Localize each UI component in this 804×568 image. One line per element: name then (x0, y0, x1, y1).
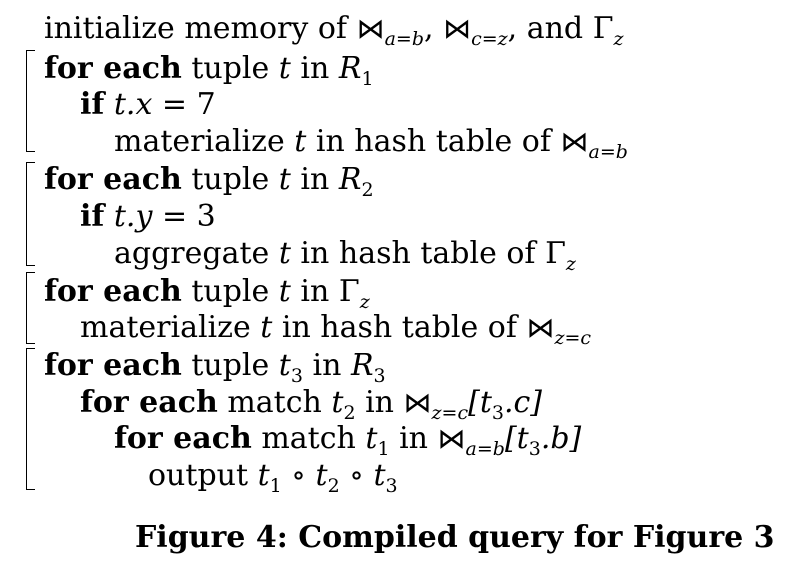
code-line-block4-match1: for each match t2 in ⋈z=c[t3.c] (80, 385, 543, 424)
block-bracket-4 (26, 348, 35, 490)
code-line-init: initialize memory of ⋈a=b, ⋈c=z, and Γz (44, 11, 624, 50)
code-line-block2-if: if t.y = 3 (80, 199, 216, 234)
block-bracket-2 (26, 162, 35, 266)
code-line-block2-for: for each tuple t in R2 (44, 162, 374, 201)
join-icon: ⋈ (356, 12, 385, 45)
join-icon: ⋈ (526, 311, 555, 344)
join-icon: ⋈ (560, 125, 589, 158)
join-icon: ⋈ (443, 12, 472, 45)
code-line-block3-for: for each tuple t in Γz (44, 274, 370, 313)
figure-caption: Figure 4: Compiled query for Figure 3 (135, 520, 775, 555)
block-bracket-1 (26, 50, 35, 152)
code-line-block4-match2: for each match t1 in ⋈a=b[t3.b] (114, 421, 582, 460)
code-line-block4-output: output t1 ∘ t2 ∘ t3 (148, 458, 398, 497)
code-line-block3-body: materialize t in hash table of ⋈z=c (80, 310, 592, 349)
code-line-block2-body: aggregate t in hash table of Γz (114, 236, 576, 275)
join-icon: ⋈ (403, 386, 432, 419)
code-line-block4-for: for each tuple t3 in R3 (44, 348, 386, 387)
block-bracket-3 (26, 272, 35, 344)
code-line-block1-body: materialize t in hash table of ⋈a=b (114, 124, 628, 163)
code-line-block1-for: for each tuple t in R1 (44, 51, 374, 90)
join-icon: ⋈ (437, 422, 466, 455)
code-line-block1-if: if t.x = 7 (80, 87, 216, 122)
